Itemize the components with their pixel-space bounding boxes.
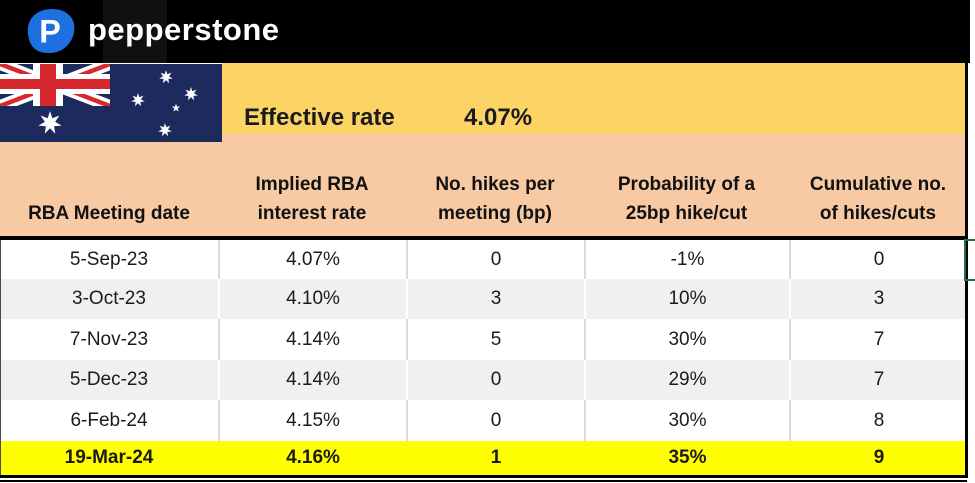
cell-implied-rate[interactable]: 4.15% <box>218 400 406 441</box>
table-row-highlighted: 19-Mar-24 4.16% 1 35% 9 <box>0 441 967 475</box>
cell-implied-rate[interactable]: 4.14% <box>218 319 406 360</box>
cell-probability[interactable]: 35% <box>668 447 707 468</box>
cell-meeting-date[interactable]: 6-Feb-24 <box>70 409 148 431</box>
table-row: 5-Dec-23 4.14% 0 29% 7 <box>0 360 967 400</box>
table-bottom-border <box>0 475 967 478</box>
effective-rate-label[interactable]: Effective rate <box>244 104 395 131</box>
cell-implied-rate[interactable]: 4.14% <box>218 360 406 400</box>
cell-implied-rate[interactable]: 4.16% <box>286 447 340 468</box>
table-right-border <box>965 63 968 478</box>
header-hikes-per-meeting[interactable]: No. hikes per meeting (bp) <box>435 174 555 224</box>
table-left-border <box>0 240 1 475</box>
cell-meeting-date[interactable]: 5-Dec-23 <box>69 369 149 390</box>
cell-implied-rate[interactable]: 4.07% <box>218 240 406 279</box>
svg-text:P: P <box>39 13 61 49</box>
cell-implied-rate[interactable]: 4.10% <box>218 279 406 319</box>
cell-probability[interactable]: 10% <box>584 279 789 319</box>
header-cumulative[interactable]: Cumulative no. of hikes/cuts <box>809 174 947 224</box>
cell-hikes-per-meeting[interactable]: 0 <box>406 400 584 441</box>
effective-rate-value[interactable]: 4.07% <box>464 104 533 131</box>
active-cell-selection-outline[interactable] <box>964 239 975 281</box>
cell-probability[interactable]: 30% <box>584 319 789 360</box>
brand-bar: P pepperstone <box>0 0 970 63</box>
cell-cumulative[interactable]: 9 <box>873 447 885 468</box>
cell-meeting-date[interactable]: 3-Oct-23 <box>72 288 146 309</box>
cell-hikes-per-meeting[interactable]: 0 <box>406 240 584 279</box>
header-meeting-date[interactable]: RBA Meeting date <box>28 203 190 224</box>
table-bottom-border <box>0 480 967 482</box>
cell-hikes-per-meeting[interactable]: 0 <box>406 360 584 400</box>
header-band <box>0 134 967 238</box>
cell-meeting-date[interactable]: 5-Sep-23 <box>69 248 149 270</box>
logo-backdrop <box>103 0 167 63</box>
table-body: 5-Sep-23 4.07% 0 -1% 0 3-Oct-23 4.10% 3 … <box>0 240 967 475</box>
header-bottom-border <box>0 236 967 240</box>
cell-probability[interactable]: 29% <box>584 360 789 400</box>
cell-probability[interactable]: 30% <box>584 400 789 441</box>
cell-cumulative[interactable]: 8 <box>789 400 967 441</box>
cell-probability[interactable]: -1% <box>584 240 789 279</box>
cell-cumulative[interactable]: 0 <box>789 240 967 279</box>
cell-cumulative[interactable]: 7 <box>789 319 967 360</box>
pepperstone-logo-icon: P <box>23 6 77 57</box>
header-probability[interactable]: Probability of a 25bp hike/cut <box>617 174 756 224</box>
cell-meeting-date[interactable]: 19-Mar-24 <box>64 447 154 468</box>
table-row: 7-Nov-23 4.14% 5 30% 7 <box>0 319 967 360</box>
cell-hikes-per-meeting[interactable]: 5 <box>406 319 584 360</box>
cell-meeting-date[interactable]: 7-Nov-23 <box>69 328 149 350</box>
table-row: 5-Sep-23 4.07% 0 -1% 0 <box>0 240 967 279</box>
table-row: 6-Feb-24 4.15% 0 30% 8 <box>0 400 967 441</box>
effective-rate-band <box>222 63 967 136</box>
cell-hikes-per-meeting[interactable]: 1 <box>490 447 502 468</box>
logo-wordmark: pepperstone <box>88 12 280 47</box>
cell-cumulative[interactable]: 7 <box>789 360 967 400</box>
cell-hikes-per-meeting[interactable]: 3 <box>406 279 584 319</box>
table-header-row: RBA Meeting date Implied RBA interest ra… <box>0 136 967 236</box>
cell-cumulative[interactable]: 3 <box>789 279 967 319</box>
australia-flag-icon <box>0 63 222 143</box>
header-implied-rate[interactable]: Implied RBA interest rate <box>255 174 369 224</box>
table-row: 3-Oct-23 4.10% 3 10% 3 <box>0 279 967 319</box>
